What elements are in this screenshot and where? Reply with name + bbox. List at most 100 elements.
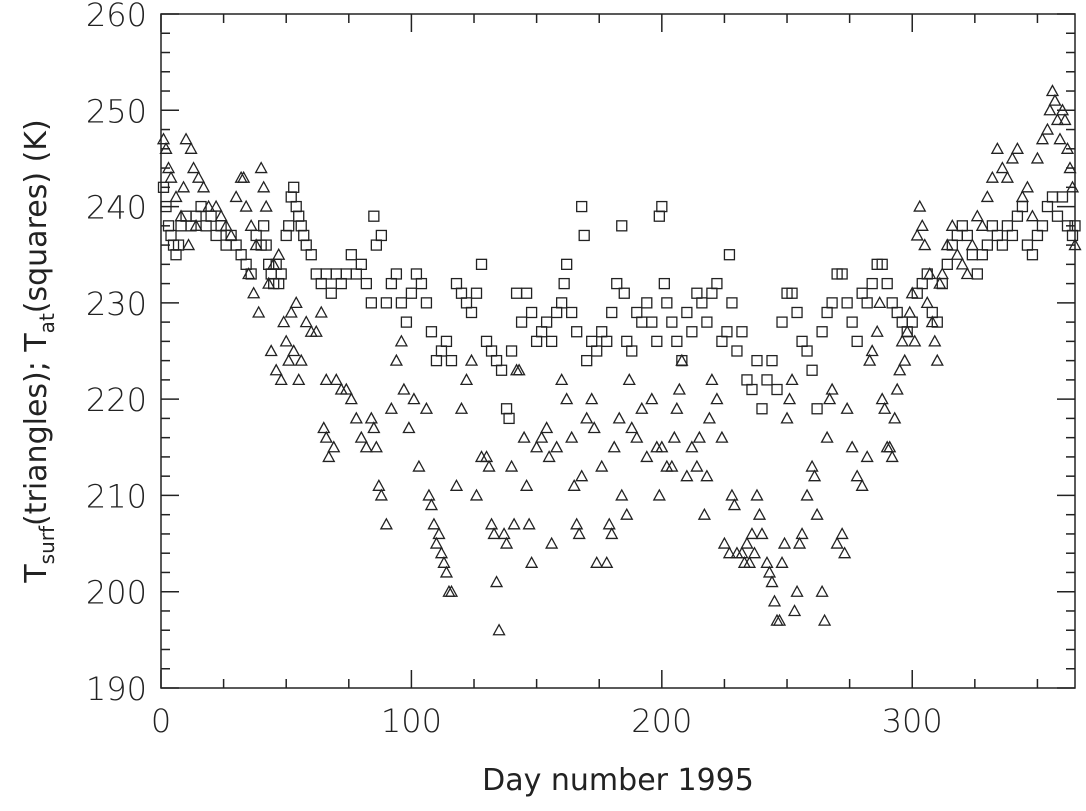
square-marker bbox=[726, 297, 738, 309]
triangle-marker bbox=[372, 478, 386, 491]
square-marker bbox=[1026, 249, 1039, 261]
square-marker bbox=[706, 287, 718, 299]
triangle-marker bbox=[359, 440, 373, 453]
square-marker bbox=[981, 239, 994, 251]
triangle-marker bbox=[795, 527, 809, 540]
triangle-marker bbox=[752, 507, 767, 520]
triangle-marker bbox=[1020, 180, 1035, 193]
square-marker bbox=[260, 239, 272, 251]
square-marker bbox=[586, 335, 598, 348]
square-marker bbox=[691, 287, 703, 299]
triangle-marker bbox=[374, 488, 388, 501]
y-tick-label: 210 bbox=[86, 477, 147, 515]
square-marker bbox=[731, 345, 743, 357]
square-marker bbox=[771, 383, 783, 396]
square-marker bbox=[776, 316, 788, 328]
triangle-marker bbox=[1005, 151, 1019, 164]
square-marker bbox=[576, 200, 588, 213]
square-marker bbox=[375, 229, 388, 242]
square-marker bbox=[558, 277, 570, 290]
triangle-marker bbox=[690, 459, 704, 472]
triangle-marker bbox=[923, 267, 937, 280]
square-marker bbox=[681, 306, 693, 319]
triangle-marker bbox=[1040, 122, 1055, 135]
triangle-marker bbox=[955, 257, 969, 270]
triangle-marker bbox=[705, 373, 719, 386]
triangle-marker bbox=[434, 546, 449, 559]
triangle-marker bbox=[517, 430, 531, 443]
triangle-marker bbox=[620, 507, 634, 520]
triangle-marker bbox=[855, 478, 869, 491]
square-marker bbox=[556, 297, 568, 309]
square-marker bbox=[676, 354, 688, 367]
triangle-marker bbox=[339, 382, 353, 395]
square-marker bbox=[701, 316, 713, 328]
triangle-marker bbox=[680, 469, 694, 482]
triangle-marker bbox=[825, 382, 839, 395]
square-series bbox=[157, 181, 1081, 425]
triangle-marker bbox=[469, 488, 484, 501]
square-marker bbox=[836, 268, 848, 280]
triangle-marker bbox=[525, 555, 539, 568]
triangle-marker bbox=[482, 459, 496, 472]
square-marker bbox=[886, 297, 898, 309]
triangle-marker bbox=[439, 565, 454, 578]
triangle-marker bbox=[995, 161, 1009, 174]
triangle-marker bbox=[1010, 141, 1025, 154]
square-marker bbox=[1011, 210, 1024, 222]
triangle-marker bbox=[394, 334, 408, 347]
triangle-marker bbox=[437, 555, 451, 568]
triangle-marker bbox=[329, 373, 343, 386]
square-marker bbox=[936, 277, 948, 290]
triangle-marker bbox=[903, 305, 917, 318]
triangle-marker bbox=[191, 170, 206, 183]
triangle-marker bbox=[422, 488, 436, 501]
triangle-marker bbox=[985, 170, 999, 183]
triangle-marker bbox=[950, 247, 964, 260]
triangle-marker bbox=[622, 373, 636, 386]
triangle-marker bbox=[1045, 84, 1060, 97]
square-marker bbox=[956, 220, 968, 232]
triangle-marker bbox=[520, 478, 534, 491]
triangle-marker bbox=[815, 584, 829, 597]
square-marker bbox=[420, 297, 433, 309]
square-marker bbox=[305, 249, 317, 261]
square-marker bbox=[350, 268, 362, 280]
y-tick-label: 260 bbox=[86, 0, 147, 34]
triangle-marker bbox=[863, 353, 877, 366]
triangle-marker bbox=[224, 228, 238, 241]
triangle-marker bbox=[990, 141, 1004, 154]
triangle-marker bbox=[575, 469, 589, 482]
square-marker bbox=[490, 354, 503, 367]
triangle-marker bbox=[1058, 113, 1072, 126]
plot-frame bbox=[160, 13, 1076, 689]
square-marker bbox=[505, 345, 518, 357]
y-tick-label: 200 bbox=[86, 574, 147, 612]
square-marker bbox=[410, 268, 423, 280]
triangle-marker bbox=[725, 488, 739, 501]
triangle-marker bbox=[715, 430, 729, 443]
triangle-marker bbox=[652, 488, 666, 501]
y-axis-title: Tsurf(triangles); Tat(squares) (K) bbox=[19, 119, 59, 583]
square-marker bbox=[806, 364, 818, 376]
square-marker bbox=[653, 210, 665, 222]
triangle-marker bbox=[910, 228, 924, 241]
square-marker bbox=[1046, 191, 1059, 203]
triangle-marker bbox=[454, 401, 469, 414]
square-marker bbox=[415, 277, 428, 290]
triangle-marker bbox=[675, 353, 689, 366]
triangle-marker bbox=[427, 517, 441, 530]
square-marker bbox=[571, 326, 583, 338]
triangle-marker bbox=[184, 141, 198, 154]
square-marker bbox=[1016, 200, 1029, 213]
square-marker bbox=[500, 403, 513, 415]
triangle-marker bbox=[920, 296, 934, 309]
triangle-marker bbox=[489, 575, 504, 588]
triangle-marker bbox=[777, 536, 792, 549]
square-marker bbox=[550, 306, 563, 319]
triangle-marker bbox=[835, 527, 849, 540]
square-marker bbox=[921, 268, 933, 280]
triangle-marker bbox=[507, 517, 521, 530]
triangle-marker bbox=[850, 469, 864, 482]
